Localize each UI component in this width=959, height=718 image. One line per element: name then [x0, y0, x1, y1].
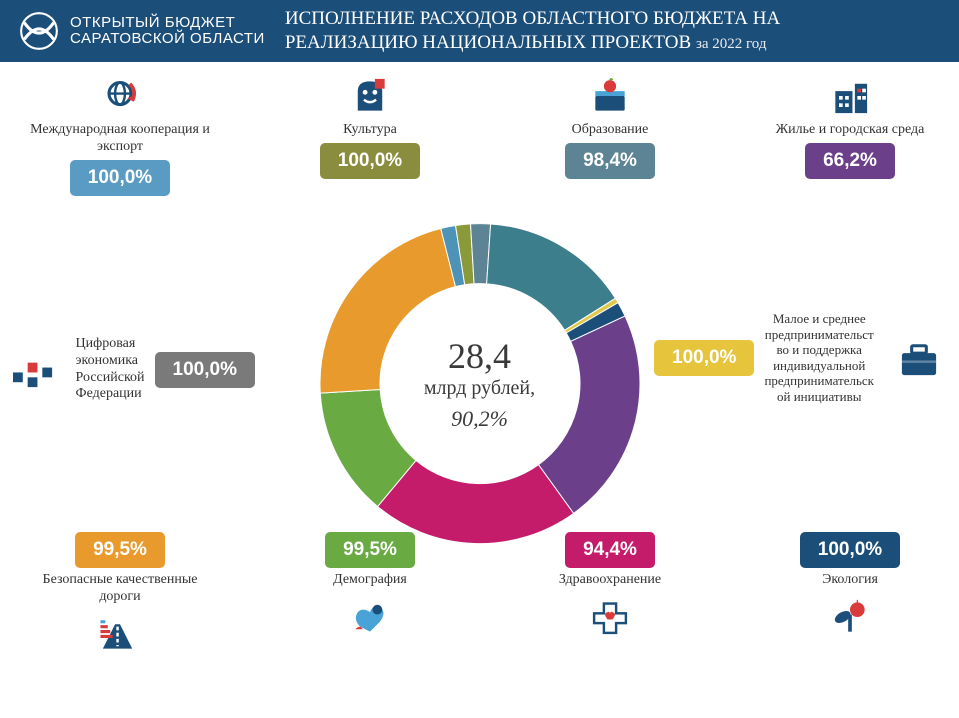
project-digital: Цифровая экономика Российской Федерации …: [5, 332, 255, 407]
demo-pct: 99,5%: [325, 532, 415, 568]
donut-center: 28,4 млрд рублей, 90,2%: [424, 335, 535, 432]
logo-icon: [18, 10, 60, 52]
eco-label: Экология: [760, 572, 940, 589]
project-sme: 100,0% Малое и среднее предпринимательст…: [654, 307, 954, 409]
project-demo: 99,5% Демография: [280, 532, 460, 639]
project-intl: Международная кооперация и экспорт 100,0%: [30, 74, 210, 196]
logo: ОТКРЫТЫЙ БЮДЖЕТ САРАТОВСКОЙ ОБЛАСТИ: [18, 10, 265, 52]
edu-icon: [585, 74, 635, 118]
intl-label: Международная кооперация и экспорт: [30, 122, 210, 156]
edu-pct: 98,4%: [565, 143, 655, 179]
briefcase-icon: [894, 336, 944, 380]
donut-chart: 28,4 млрд рублей, 90,2%: [320, 224, 640, 544]
housing-pct: 66,2%: [805, 143, 895, 179]
project-housing: Жилье и городская среда 66,2%: [760, 74, 940, 179]
logo-line2: САРАТОВСКОЙ ОБЛАСТИ: [70, 31, 265, 48]
project-roads: 99,5% Безопасные качественные дороги: [30, 532, 210, 656]
project-edu: Образование 98,4%: [520, 74, 700, 179]
edu-label: Образование: [520, 122, 700, 139]
digital-label: Цифровая экономика Российской Федерации: [76, 336, 145, 403]
center-unit: млрд рублей,: [424, 377, 535, 400]
roads-icon: [95, 612, 145, 656]
housing-icon: [825, 74, 875, 118]
health-icon: [585, 595, 635, 639]
roads-label: Безопасные качественные дороги: [30, 572, 210, 606]
sme-pct: 100,0%: [654, 340, 754, 376]
title-line1: ИСПОЛНЕНИЕ РАСХОДОВ ОБЛАСТНОГО БЮДЖЕТА Н…: [285, 8, 780, 29]
title-line2: РЕАЛИЗАЦИЮ НАЦИОНАЛЬНЫХ ПРОЕКТОВ: [285, 32, 691, 53]
eco-icon: [825, 595, 875, 639]
demo-label: Демография: [280, 572, 460, 589]
health-label: Здравоохранение: [520, 572, 700, 589]
center-amount: 28,4: [424, 335, 535, 377]
culture-pct: 100,0%: [320, 143, 420, 179]
title-year: за 2022 год: [696, 36, 767, 52]
digital-pct: 100,0%: [155, 352, 255, 388]
culture-label: Культура: [280, 122, 460, 139]
content: 28,4 млрд рублей, 90,2% Международная ко…: [0, 62, 959, 718]
project-health: 94,4% Здравоохранение: [520, 532, 700, 639]
intl-pct: 100,0%: [70, 160, 170, 196]
project-eco: 100,0% Экология: [760, 532, 940, 639]
housing-label: Жилье и городская среда: [760, 122, 940, 139]
demo-icon: [345, 595, 395, 639]
center-pct: 90,2%: [424, 406, 535, 432]
logo-line1: ОТКРЫТЫЙ БЮДЖЕТ: [70, 15, 265, 32]
digital-icon: [10, 348, 60, 392]
header: ОТКРЫТЫЙ БЮДЖЕТ САРАТОВСКОЙ ОБЛАСТИ ИСПО…: [0, 0, 959, 62]
project-culture: Культура 100,0%: [280, 74, 460, 179]
roads-pct: 99,5%: [75, 532, 165, 568]
header-title: ИСПОЛНЕНИЕ РАСХОДОВ ОБЛАСТНОГО БЮДЖЕТА Н…: [265, 7, 941, 55]
intl-icon: [95, 74, 145, 118]
health-pct: 94,4%: [565, 532, 655, 568]
sme-label: Малое и среднее предпринимательст во и п…: [764, 311, 874, 405]
eco-pct: 100,0%: [800, 532, 900, 568]
donut-slice: [538, 316, 640, 513]
culture-icon: [345, 74, 395, 118]
